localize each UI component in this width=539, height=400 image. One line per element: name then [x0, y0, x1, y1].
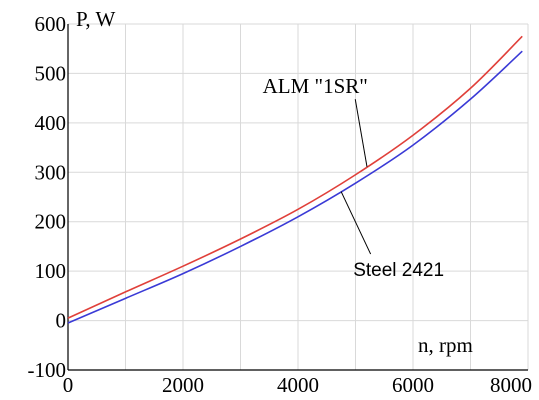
grid: [68, 23, 529, 370]
series-line-1: [67, 50, 523, 324]
series: [67, 35, 523, 324]
annotation-label-0: ALM "1SR": [263, 74, 368, 98]
annotations: ALM "1SR" Steel 2421: [263, 74, 444, 281]
y-tick-labels: -100 0 100 200 300 400 500 600: [28, 12, 67, 382]
x-axis-title: n, rpm: [418, 333, 473, 357]
x-tick-label: 0: [63, 373, 74, 397]
y-tick-label: 300: [35, 160, 67, 184]
y-tick-label: 600: [35, 12, 67, 36]
y-axis-title: P, W: [76, 7, 115, 31]
y-tick-label: -100: [28, 358, 67, 382]
x-tick-label: 8000: [490, 373, 532, 397]
series-line-0: [67, 35, 523, 319]
y-tick-label: 200: [35, 210, 67, 234]
y-tick-label: 100: [35, 259, 67, 283]
y-tick-label: 400: [35, 111, 67, 135]
axes: [67, 24, 528, 371]
x-tick-label: 6000: [392, 373, 434, 397]
x-tick-label: 2000: [162, 373, 204, 397]
x-tick-labels: 0 2000 4000 6000 8000: [63, 373, 532, 397]
x-tick-label: 4000: [277, 373, 319, 397]
y-tick-label: 500: [35, 61, 67, 85]
annotation-leader-1: [340, 191, 372, 255]
annotation-label-1: Steel 2421: [353, 260, 444, 281]
y-tick-label: 0: [56, 309, 67, 333]
annotation-leader-0: [354, 99, 368, 167]
